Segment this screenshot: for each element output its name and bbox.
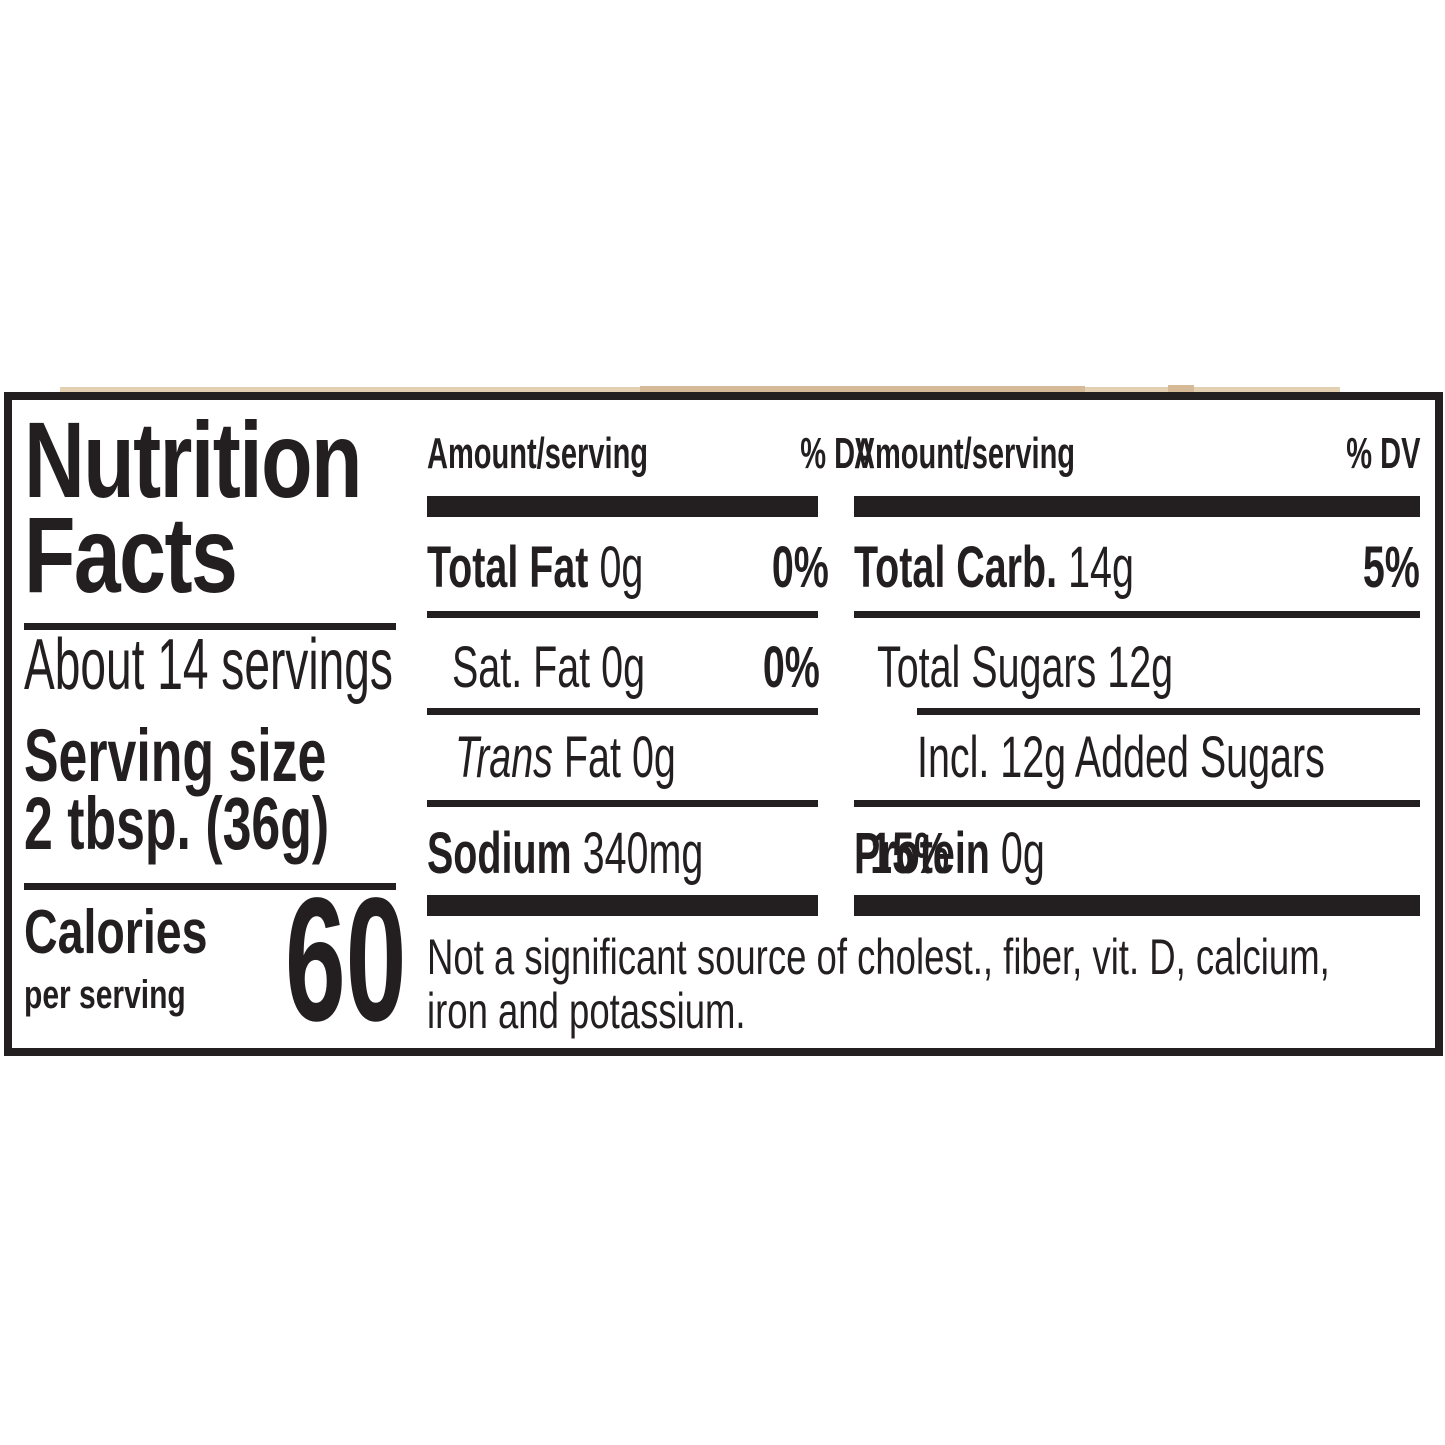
footnote-line-1: Not a significant source of cholest., fi… — [427, 929, 1330, 985]
amount-per-serving-header: Amount/serving — [854, 429, 1076, 478]
nutrient-dv: 0% — [771, 534, 829, 600]
nutrient-value: 12g — [1107, 634, 1174, 700]
column-fat-sodium: Amount/serving % DV Total Fat 0g 0% Sat. … — [427, 400, 949, 1048]
divider-rule — [917, 708, 1420, 715]
nutrient-dv: 15% — [870, 820, 950, 886]
divider-rule — [24, 883, 396, 890]
nutrient-value: 340mg — [582, 820, 704, 886]
servings-count: About 14 servings — [24, 625, 393, 705]
nutrient-value: 0g — [599, 534, 644, 600]
nutrient-name: Protein — [854, 820, 990, 886]
calories-sublabel: per serving — [24, 973, 186, 1017]
row-protein: Protein 0g — [854, 821, 1420, 886]
divider-rule — [854, 800, 1420, 807]
calories-value: 60 — [285, 862, 407, 1058]
row-total-carb: Total Carb. 14g 5% — [854, 535, 1420, 600]
percent-dv-header: % DV — [1345, 429, 1420, 478]
nutrient-name: Total Carb. — [854, 534, 1058, 600]
row-trans-fat: Trans Fat 0g — [427, 725, 818, 790]
row-sat-fat: Sat. Fat 0g 0% — [427, 635, 820, 700]
nutrition-facts-label: Nutrition Facts About 14 servings Servin… — [4, 392, 1443, 1056]
nutrient-name-italic: Trans — [455, 724, 553, 790]
nutrition-facts-title: Nutrition Facts — [24, 399, 456, 615]
nutrient-value: 0g — [1000, 820, 1045, 886]
nutrient-name: Fat — [563, 724, 621, 790]
thick-bar — [854, 895, 1420, 916]
percent-dv-header: % DV — [800, 429, 875, 478]
title-line-1: Nutrition — [24, 399, 362, 520]
row-total-sugars: Total Sugars 12g — [854, 635, 1420, 700]
divider-rule — [24, 623, 396, 630]
column-header: Amount/serving % DV — [427, 428, 874, 480]
row-total-fat: Total Fat 0g 0% — [427, 535, 829, 600]
nutrient-name: Sat. Fat — [452, 634, 591, 700]
thick-bar — [427, 496, 818, 517]
column-carb-protein: Amount/serving % DV Total Carb. 14g 5% To… — [854, 400, 1420, 1048]
nutrient-name: Sodium — [427, 820, 572, 886]
title-line-2: Facts — [24, 494, 238, 615]
nutrient-dv: 5% — [1362, 534, 1420, 600]
nutrient-value: 14g — [1068, 534, 1134, 600]
row-added-sugars: Incl. 12g Added Sugars 24% — [854, 725, 1420, 790]
nutrient-name: Incl. 12g Added Sugars — [917, 724, 1325, 790]
nutrient-name: Total Sugars — [877, 634, 1097, 700]
divider-rule — [854, 611, 1420, 618]
serving-size-value: 2 tbsp. (36g) — [24, 782, 330, 865]
packaging-artifact-mark — [1168, 385, 1194, 392]
thick-bar — [427, 895, 818, 916]
divider-rule — [427, 611, 818, 618]
amount-per-serving-header: Amount/serving — [427, 429, 649, 478]
packaging-artifact-strip-dark — [640, 386, 1085, 392]
nutrient-value: 0g — [631, 724, 676, 790]
nutrient-dv: 0% — [762, 634, 820, 700]
nutrient-name: Total Fat — [427, 534, 589, 600]
footnote-line-2: iron and potassium. — [427, 983, 746, 1039]
divider-rule — [427, 800, 818, 807]
calories-label: Calories — [24, 898, 208, 967]
row-sodium: Sodium 340mg 15% — [427, 821, 949, 886]
divider-rule — [427, 708, 818, 715]
serving-size-label: Serving size — [24, 714, 327, 797]
column-header: Amount/serving % DV — [854, 428, 1420, 480]
footnote: Not a significant source of cholest., fi… — [427, 930, 1432, 1038]
nutrient-value: 0g — [601, 634, 646, 700]
thick-bar — [854, 496, 1420, 517]
